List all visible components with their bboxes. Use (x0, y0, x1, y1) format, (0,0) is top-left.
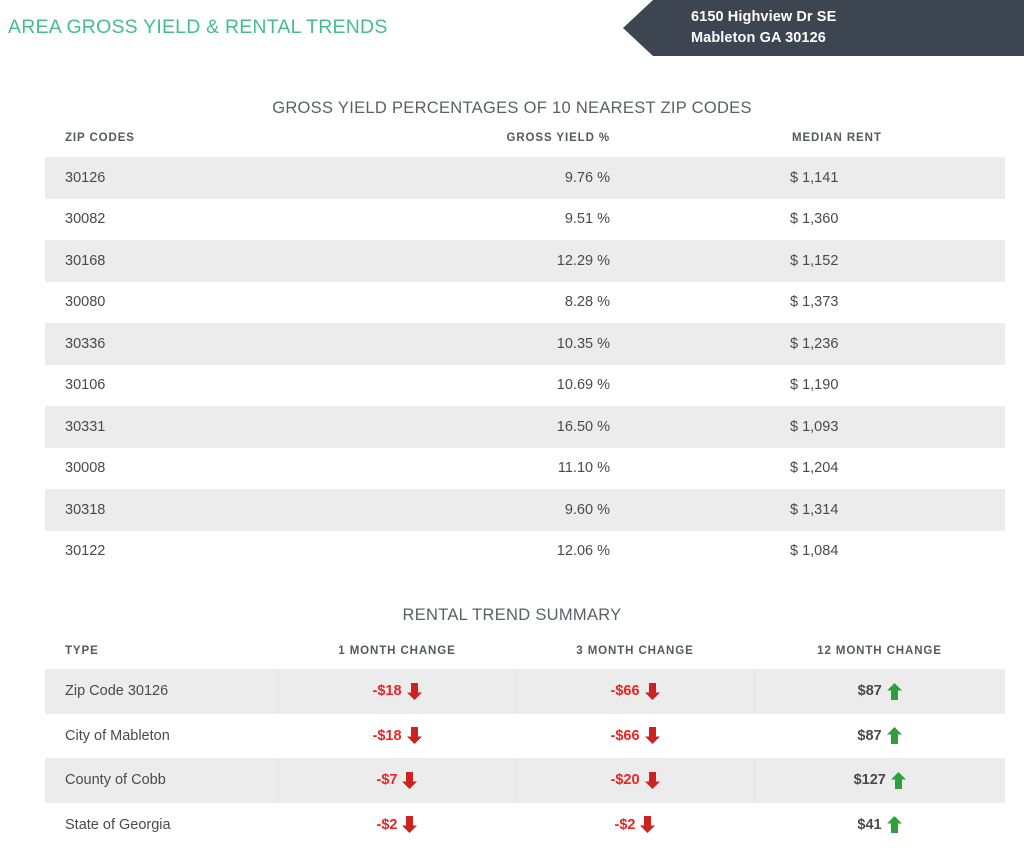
column-header-3-month-change: 3 MONTH CHANGE (576, 645, 694, 657)
column-header-1-month-change: 1 MONTH CHANGE (338, 645, 456, 657)
cell-median-rent: $ 1,236 (765, 323, 1005, 365)
page-title: AREA GROSS YIELD & RENTAL TRENDS (8, 16, 388, 38)
cell-gross-yield: 12.29 % (465, 240, 765, 282)
column-header-type: TYPE (65, 645, 99, 657)
table-header-row: TYPE 1 MONTH CHANGE 3 MONTH CHANGE 12 MO… (45, 633, 1005, 669)
rental-trend-table: TYPE 1 MONTH CHANGE 3 MONTH CHANGE 12 MO… (45, 633, 1005, 847)
page-header: AREA GROSS YIELD & RENTAL TRENDS 6150 Hi… (0, 0, 1024, 60)
cell-12-month-change: $87 (754, 714, 1005, 759)
cell-12-month-change: $87 (754, 669, 1005, 714)
cell-median-rent: $ 1,141 (765, 157, 1005, 199)
cell-1-month-change: -$18 (278, 714, 516, 759)
cell-type: Zip Code 30126 (45, 669, 278, 714)
cell-type: County of Cobb (45, 758, 278, 803)
cell-zip-code: 30126 (45, 157, 465, 199)
cell-gross-yield: 10.69 % (556, 377, 610, 394)
cell-12-month-change: $127 (754, 758, 1005, 803)
cell-gross-yield: 9.51 % (564, 211, 610, 228)
cell-median-rent: $ 1,373 (790, 294, 839, 311)
column-header-12-month-change: 12 MONTH CHANGE (817, 645, 942, 657)
cell-median-rent: $ 1,152 (765, 240, 1005, 282)
address-line-2: Mableton GA 30126 (691, 30, 826, 46)
cell-gross-yield: 8.28 % (564, 294, 610, 311)
table-row: 30082 9.51 % $ 1,360 (45, 199, 1005, 241)
cell-3-month-change: -$20 (515, 758, 755, 803)
arrow-down-icon (644, 771, 660, 789)
gross-yield-table-block: ZIP CODES GROSS YIELD % MEDIAN RENT 3012… (45, 118, 1005, 572)
cell-zip-code: 30168 (45, 240, 465, 282)
column-header-median-rent: MEDIAN RENT (792, 131, 882, 144)
cell-median-rent: $ 1,204 (790, 460, 839, 477)
cell-type: City of Mableton (65, 727, 170, 744)
arrow-down-icon (640, 816, 656, 834)
cell-1-month-change: -$18 (277, 669, 517, 714)
table-row: 30008 11.10 % $ 1,204 (45, 448, 1005, 490)
cell-1-month-change: -$2 (278, 803, 516, 848)
cell-median-rent: $ 1,093 (765, 406, 1005, 448)
cell-3-month-change: -$66 (516, 714, 754, 759)
table-header-row: ZIP CODES GROSS YIELD % MEDIAN RENT (45, 118, 1005, 157)
address-line-1: 6150 Highview Dr SE (691, 9, 837, 25)
cell-median-rent: $ 1,084 (790, 543, 839, 560)
table-row: 30168 12.29 % $ 1,152 (45, 240, 1005, 282)
table-row: 30106 10.69 % $ 1,190 (45, 365, 1005, 407)
table-row: State of Georgia -$2 -$2 $41 (45, 803, 1005, 848)
arrow-down-icon (406, 682, 422, 700)
cell-gross-yield: 12.06 % (556, 543, 610, 560)
cell-12-month-change: $41 (754, 803, 1005, 848)
cell-zip-code: 30008 (65, 460, 106, 477)
arrow-up-icon (886, 682, 902, 700)
table-row: 30331 16.50 % $ 1,093 (45, 406, 1005, 448)
cell-gross-yield: 11.10 % (557, 460, 610, 477)
cell-zip-code: 30122 (65, 543, 106, 560)
column-header-gross-yield: GROSS YIELD % (506, 131, 610, 144)
cell-median-rent: $ 1,190 (790, 377, 839, 394)
table-row: County of Cobb -$7 -$20 $127 (45, 758, 1005, 803)
arrow-down-icon (644, 727, 660, 745)
cell-median-rent: $ 1,314 (765, 489, 1005, 531)
rental-trend-section-title: RENTAL TREND SUMMARY (402, 606, 622, 624)
table-row: City of Mableton -$18 -$66 $87 (45, 714, 1005, 759)
arrow-down-icon (644, 682, 660, 700)
cell-3-month-change: -$2 (516, 803, 754, 848)
cell-type: State of Georgia (65, 816, 171, 833)
table-row: 30318 9.60 % $ 1,314 (45, 489, 1005, 531)
table-row: Zip Code 30126 -$18 -$66 $87 (45, 669, 1005, 714)
cell-zip-code: 30331 (45, 406, 465, 448)
table-row: 30126 9.76 % $ 1,141 (45, 157, 1005, 199)
arrow-down-icon (402, 816, 418, 834)
cell-gross-yield: 10.35 % (465, 323, 765, 365)
cell-median-rent: $ 1,360 (790, 211, 839, 228)
table-row: 30122 12.06 % $ 1,084 (45, 531, 1005, 573)
cell-3-month-change: -$66 (515, 669, 755, 714)
cell-zip-code: 30336 (45, 323, 465, 365)
arrow-up-icon (886, 727, 902, 745)
cell-1-month-change: -$7 (277, 758, 517, 803)
gross-yield-table: ZIP CODES GROSS YIELD % MEDIAN RENT 3012… (45, 118, 1005, 572)
rental-trend-table-block: TYPE 1 MONTH CHANGE 3 MONTH CHANGE 12 MO… (45, 633, 1005, 847)
arrow-up-icon (886, 816, 902, 834)
gross-yield-section-title: GROSS YIELD PERCENTAGES OF 10 NEAREST ZI… (272, 99, 752, 117)
cell-zip-code: 30080 (65, 294, 106, 311)
cell-zip-code: 30318 (45, 489, 465, 531)
address-banner: 6150 Highview Dr SE Mableton GA 30126 (623, 0, 1024, 56)
cell-gross-yield: 9.60 % (465, 489, 765, 531)
cell-zip-code: 30106 (65, 377, 106, 394)
arrow-up-icon (890, 771, 906, 789)
cell-zip-code: 30082 (65, 211, 106, 228)
table-row: 30080 8.28 % $ 1,373 (45, 282, 1005, 324)
cell-gross-yield: 9.76 % (465, 157, 765, 199)
cell-gross-yield: 16.50 % (465, 406, 765, 448)
table-row: 30336 10.35 % $ 1,236 (45, 323, 1005, 365)
column-header-zip-codes: ZIP CODES (65, 131, 135, 144)
arrow-down-icon (402, 771, 418, 789)
arrow-down-icon (406, 727, 422, 745)
